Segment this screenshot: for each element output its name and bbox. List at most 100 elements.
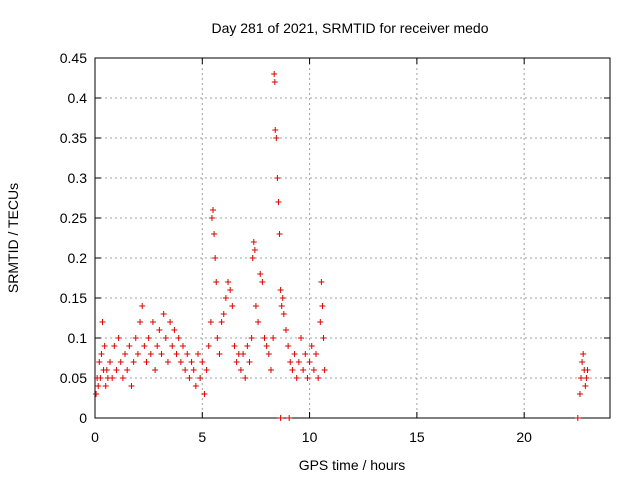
- data-point: [103, 367, 110, 373]
- data-point: [119, 375, 126, 381]
- y-tick-label: 0.05: [60, 370, 87, 386]
- plot-frame: [94, 57, 611, 419]
- data-point: [213, 279, 220, 285]
- data-point: [222, 295, 229, 301]
- axis-ticks: [94, 57, 610, 419]
- data-point: [122, 351, 129, 357]
- y-tick-label: 0.15: [60, 290, 87, 306]
- data-point: [278, 303, 285, 309]
- data-point: [300, 367, 307, 373]
- data-point: [201, 391, 208, 397]
- data-point: [130, 359, 137, 365]
- data-point: [298, 335, 304, 341]
- data-point: [141, 343, 148, 349]
- data-point: [257, 271, 264, 277]
- data-point: [117, 359, 124, 365]
- data-point: [126, 343, 133, 349]
- data-point: [279, 295, 286, 301]
- data-point: [320, 335, 327, 341]
- data-point: [214, 335, 221, 341]
- data-point: [302, 351, 309, 357]
- data-point: [147, 351, 154, 357]
- data-point: [169, 343, 176, 349]
- data-point: [158, 351, 165, 357]
- data-point: [576, 391, 583, 397]
- data-point: [93, 391, 100, 397]
- data-point: [285, 343, 292, 349]
- x-tick-label: 15: [409, 429, 425, 445]
- y-tick-label: 0.1: [68, 330, 88, 346]
- data-point: [276, 231, 283, 237]
- data-point: [289, 367, 296, 373]
- data-point: [274, 175, 281, 181]
- data-point: [167, 319, 174, 325]
- data-point: [99, 319, 106, 325]
- data-point: [255, 319, 262, 325]
- data-point: [156, 327, 163, 333]
- data-points: [93, 71, 591, 421]
- x-tick-label: 20: [516, 429, 532, 445]
- grid-lines: [95, 58, 610, 418]
- data-point: [173, 351, 180, 357]
- data-point: [102, 383, 109, 389]
- data-point: [115, 335, 122, 341]
- data-point: [582, 383, 589, 389]
- x-tick-label: 5: [198, 429, 206, 445]
- data-point: [154, 343, 161, 349]
- data-point: [286, 415, 293, 421]
- data-point: [244, 343, 251, 349]
- data-point: [186, 375, 193, 381]
- data-point: [321, 367, 328, 373]
- data-point: [277, 415, 284, 421]
- data-point: [308, 343, 315, 349]
- data-point: [282, 327, 289, 333]
- data-point: [210, 207, 217, 213]
- y-tick-label: 0.3: [68, 170, 88, 186]
- data-point: [240, 351, 247, 357]
- data-point: [96, 359, 103, 365]
- data-point: [261, 335, 268, 341]
- data-point: [287, 359, 294, 365]
- data-point: [259, 279, 266, 285]
- data-point: [293, 375, 300, 381]
- data-point: [275, 199, 282, 205]
- data-point: [250, 239, 257, 245]
- data-point: [199, 359, 206, 365]
- data-point: [248, 335, 255, 341]
- data-point: [280, 311, 287, 317]
- y-tick-labels: 0 0.05 0.1 0.15 0.2 0.25 0.3 0.35 0.4 0.45: [60, 50, 87, 426]
- data-point: [205, 343, 212, 349]
- data-point: [98, 351, 105, 357]
- data-point: [578, 375, 585, 381]
- data-point: [175, 335, 182, 341]
- data-point: [252, 303, 259, 309]
- x-tick-label: 0: [91, 429, 99, 445]
- data-point: [583, 375, 590, 381]
- data-point: [195, 351, 201, 357]
- y-tick-label: 0.45: [60, 50, 87, 66]
- data-point: [304, 375, 311, 381]
- data-point: [95, 383, 102, 389]
- data-point: [160, 311, 167, 317]
- data-point: [128, 383, 135, 389]
- data-point: [184, 351, 191, 357]
- data-point: [197, 375, 204, 381]
- y-tick-label: 0: [79, 410, 87, 426]
- data-point: [134, 351, 141, 357]
- data-point: [313, 351, 320, 357]
- data-point: [208, 215, 215, 221]
- data-point: [109, 375, 116, 381]
- data-point: [124, 367, 131, 373]
- data-point: [249, 255, 256, 261]
- y-tick-label: 0.35: [60, 130, 87, 146]
- data-point: [263, 343, 270, 349]
- data-point: [190, 367, 197, 373]
- data-point: [319, 303, 326, 309]
- data-point: [291, 351, 298, 357]
- y-axis-title: SRMTID / TECUs: [5, 183, 21, 293]
- data-point: [97, 375, 104, 381]
- data-point: [220, 311, 227, 317]
- data-point: [207, 319, 214, 325]
- data-point: [277, 287, 284, 293]
